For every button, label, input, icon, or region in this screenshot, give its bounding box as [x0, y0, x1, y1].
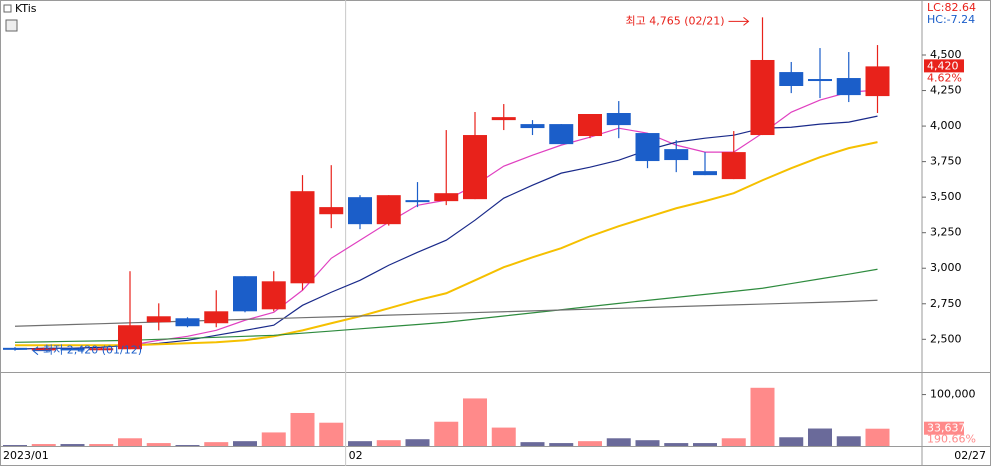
volume-bar: [3, 445, 27, 446]
candle-body: [233, 276, 257, 312]
volume-bar: [89, 444, 114, 446]
volume-bar: [233, 441, 257, 446]
candle-body: [434, 193, 459, 202]
candle-body: [693, 171, 717, 176]
y-tick-label: 4,250: [930, 84, 962, 97]
y-tick-label: 4,500: [930, 48, 962, 61]
volume-bar: [693, 443, 717, 446]
x-tick-label: 2023/01: [3, 449, 49, 462]
volume-bar: [31, 444, 56, 446]
candle-body: [31, 348, 56, 351]
volume-bar: [319, 422, 344, 446]
volume-bar: [549, 443, 574, 446]
moving-average: [129, 89, 878, 346]
volume-bar: [463, 398, 487, 446]
moving-average: [14, 268, 878, 343]
volume-bar: [405, 439, 430, 446]
volume-bar: [118, 438, 142, 446]
hc-label: HC:-7.24: [927, 13, 975, 26]
candle-body: [175, 318, 200, 327]
volume-bar: [376, 440, 401, 446]
candle-body: [779, 72, 804, 86]
candle-body: [836, 78, 861, 96]
candle-body: [635, 133, 660, 162]
candle-body: [146, 316, 171, 323]
volume-bar: [664, 443, 689, 446]
y-tick-label: 2,500: [930, 332, 962, 345]
candle-body: [463, 135, 487, 200]
volume-bar: [779, 437, 804, 446]
x-tick-label: 02/27: [954, 449, 986, 462]
price-label-box: [924, 59, 964, 73]
volume-bar: [750, 387, 775, 446]
y-tick-label: 3,000: [930, 261, 962, 274]
candle-body: [750, 59, 775, 136]
candle-body: [606, 113, 631, 126]
candle-body: [491, 117, 516, 121]
y-tick-label: 100,000: [930, 388, 976, 401]
candle-body: [348, 197, 372, 225]
candle-body: [261, 281, 286, 310]
y-tick-label: 3,250: [930, 226, 962, 239]
icon[interactable]: [5, 19, 18, 32]
x-tick-label: 02: [349, 449, 363, 462]
volume-bar: [175, 445, 200, 446]
volume-bar: [146, 443, 171, 446]
volume-bar: [578, 441, 602, 446]
candle-body: [405, 200, 430, 203]
y-tick-label: 4,000: [930, 119, 962, 132]
volume-bar: [348, 441, 372, 446]
candle-body: [376, 195, 401, 225]
candle-body: [3, 347, 27, 350]
volume-bar: [606, 438, 631, 446]
candle-body: [118, 325, 142, 350]
volume-label-box: [924, 421, 964, 435]
volume-label: 33,637: [927, 422, 966, 435]
volume-bar: [721, 438, 746, 446]
volume-bar: [491, 427, 516, 446]
candle-body: [664, 149, 689, 161]
candle-body: [520, 124, 545, 129]
change-label: 4.62%: [927, 71, 962, 84]
y-tick-label: 2,750: [930, 297, 962, 310]
lc-label: LC:82.64: [927, 1, 976, 14]
volume-ratio-label: 190.66%: [927, 433, 976, 446]
current-price-label: 4,420: [927, 59, 959, 72]
candle-body: [89, 348, 114, 351]
volume-bar: [808, 428, 832, 446]
volume-bar: [290, 412, 315, 446]
volume-bar: [434, 421, 459, 446]
volume-bar: [261, 432, 286, 446]
volume-bar: [60, 444, 85, 446]
candle-body: [721, 152, 746, 180]
volume-bar: [520, 442, 545, 446]
candle-body: [865, 66, 890, 97]
y-tick-label: 3,750: [930, 155, 962, 168]
candle-body: [549, 124, 574, 145]
y-tick-label: 3,500: [930, 190, 962, 203]
arrow: [728, 16, 750, 26]
candle-body: [204, 311, 229, 324]
high-annotation: 최고 4,765 (02/21): [625, 14, 724, 27]
low-annotation: 최저 2,420 (01/12): [43, 344, 142, 357]
volume-bar: [865, 428, 890, 446]
candle-body: [578, 114, 602, 137]
chart-title: KTis: [15, 2, 37, 15]
moving-average: [15, 141, 878, 347]
candle-body: [808, 79, 832, 82]
candle-body: [319, 207, 344, 215]
candle-body: [290, 191, 315, 284]
arrow: [32, 346, 51, 356]
volume-bar: [635, 440, 660, 446]
candle-body: [60, 348, 85, 351]
volume-bar: [836, 436, 861, 446]
icon[interactable]: [3, 4, 12, 13]
volume-bar: [204, 442, 229, 446]
